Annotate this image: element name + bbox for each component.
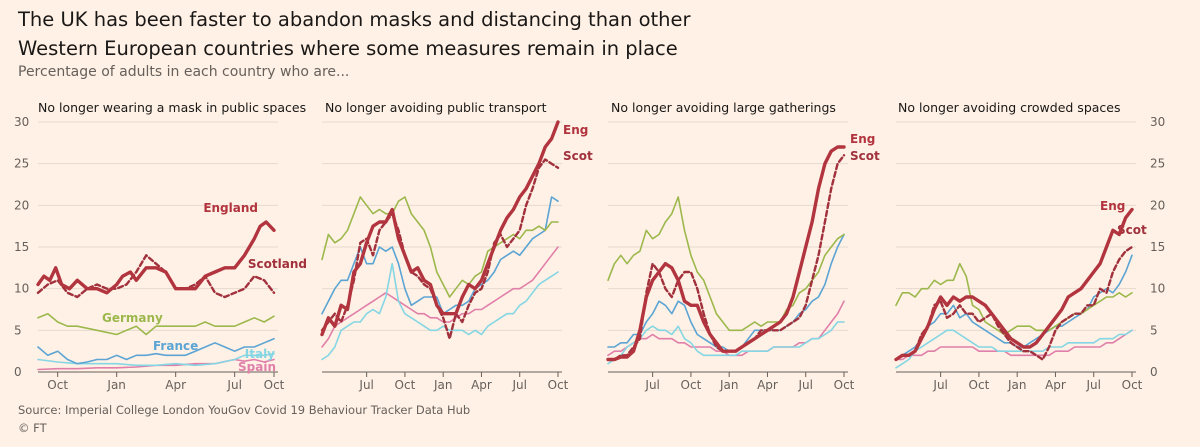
x-tick-label: Jul [797, 378, 812, 392]
series-line-germany [37, 312, 275, 336]
x-tick-label: Oct [47, 378, 68, 392]
chart-title: The UK has been faster to abandon masks … [18, 5, 778, 63]
series-label-england: Eng [850, 132, 875, 146]
y-tick-label: 30 [14, 115, 29, 129]
panel-title-crowded: No longer avoiding crowded spaces [898, 100, 1121, 115]
y-tick-label: 5 [14, 323, 22, 337]
panel-2: Jul Oct Jan Apr Jul Oct Scot Eng [606, 121, 880, 392]
y-tick-label: 5 [1150, 323, 1158, 337]
x-tick-label: Jul [1085, 378, 1100, 392]
x-tick-label: Oct [264, 378, 285, 392]
series-line-spain [321, 246, 559, 348]
x-tick-label: Apr [757, 378, 778, 392]
panel-title-transport: No longer avoiding public transport [325, 100, 547, 115]
series-label-spain: Spain [238, 360, 276, 374]
x-tick-label: Apr [165, 378, 186, 392]
panel-1: Jul Oct Jan Apr Jul Oct Scot Eng [320, 120, 593, 392]
y-tick-label: 15 [1150, 240, 1165, 254]
chart-subtitle: Percentage of adults in each country who… [18, 64, 350, 80]
y-tick-label: 10 [1150, 282, 1165, 296]
series-label-germany: Germany [102, 311, 163, 325]
y-tick-label: 10 [14, 282, 29, 296]
series-line-england [894, 207, 1134, 362]
x-tick-label: Jul [358, 378, 373, 392]
x-tick-label: Jan [106, 378, 126, 392]
series-line-italy [37, 352, 275, 367]
series-line-spain [895, 329, 1133, 361]
chart-title-line2: Western European countries where some me… [18, 37, 678, 60]
y-tick-label: 20 [1150, 198, 1165, 212]
x-tick-label: Jul [511, 378, 526, 392]
y-tick-label: 15 [14, 240, 29, 254]
x-tick-label: Oct [395, 378, 416, 392]
panel-title-masks: No longer wearing a mask in public space… [38, 100, 307, 115]
series-label-scotland: Scot [850, 149, 880, 163]
series-line-italy [895, 329, 1133, 369]
series-label-italy: Italy [245, 347, 275, 361]
x-tick-label: Jul [932, 378, 947, 392]
source-note: Source: Imperial College London YouGov C… [18, 403, 471, 417]
x-tick-label: Jan [433, 378, 453, 392]
ft-credit: © FT [18, 421, 47, 435]
series-line-italy [607, 321, 845, 365]
x-tick-label: Oct [969, 378, 990, 392]
series-line-france [37, 337, 275, 365]
y-tick-label: 30 [1150, 115, 1165, 129]
series-line-england [36, 220, 276, 295]
panel-3: 0 5 10 15 20 25 30 Jul Oct Jan Apr Jul Oct Scot Eng [894, 115, 1165, 392]
x-tick-label: Oct [548, 378, 569, 392]
x-tick-label: Jan [1007, 378, 1027, 392]
x-tick-label: Oct [1122, 378, 1143, 392]
x-tick-label: Apr [1045, 378, 1066, 392]
series-label-england: Eng [1100, 199, 1125, 213]
series-label-england: Eng [563, 123, 588, 137]
series-label-scotland: Scot [1117, 223, 1147, 237]
series-label-scotland: Scot [563, 149, 593, 163]
series-line-spain [37, 358, 275, 371]
chart-title-line1: The UK has been faster to abandon masks … [18, 8, 691, 31]
panel-title-gatherings: No longer avoiding large gatherings [611, 100, 836, 115]
x-tick-label: Apr [471, 378, 492, 392]
series-line-france [607, 233, 845, 353]
x-tick-label: Oct [834, 378, 855, 392]
x-tick-label: Oct [681, 378, 702, 392]
series-line-italy [321, 262, 559, 361]
series-label-scotland: Scotland [248, 257, 307, 271]
x-tick-label: Jul [226, 378, 241, 392]
y-tick-label: 25 [1150, 157, 1165, 171]
series-line-england [320, 120, 560, 337]
y-tick-label: 0 [14, 365, 22, 379]
x-tick-label: Jan [719, 378, 739, 392]
series-line-france [321, 196, 559, 315]
series-line-scotland [36, 254, 276, 299]
y-tick-label: 0 [1150, 365, 1158, 379]
series-line-germany [321, 196, 559, 298]
series-label-england: England [203, 201, 258, 215]
x-tick-label: Jul [644, 378, 659, 392]
y-tick-label: 25 [14, 157, 29, 171]
series-line-germany [607, 196, 845, 332]
series-line-england [606, 145, 846, 362]
series-label-france: France [153, 339, 198, 353]
y-tick-label: 20 [14, 198, 29, 212]
